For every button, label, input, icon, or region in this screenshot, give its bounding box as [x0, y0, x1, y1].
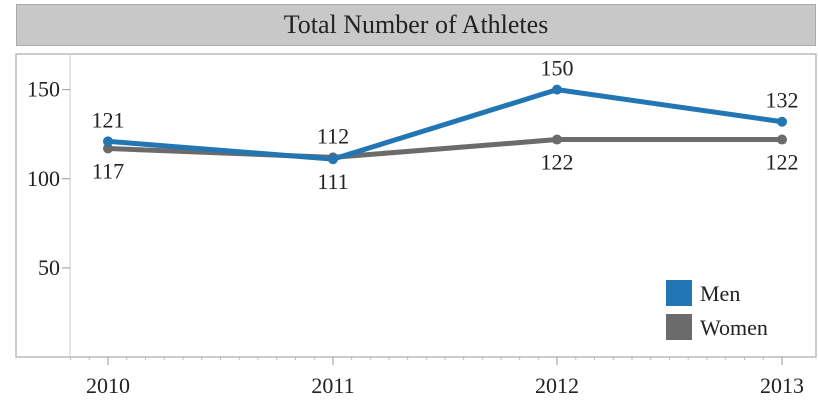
data-point-men: [552, 84, 562, 95]
data-point-men: [103, 136, 113, 147]
y-tick-label: 50: [38, 255, 60, 280]
x-tick-label: 2013: [760, 373, 804, 398]
data-point-men: [328, 154, 338, 165]
data-label-men: 132: [766, 88, 799, 113]
data-label-men: 150: [541, 56, 574, 81]
y-axis: 50 100 150: [27, 77, 70, 280]
data-label-men: 111: [317, 169, 348, 194]
series-line-men: [105, 87, 785, 162]
data-label-men: 121: [92, 107, 125, 132]
plot-frame: [15, 53, 817, 358]
data-label-women: 122: [541, 150, 574, 175]
data-label-women: 117: [92, 158, 124, 183]
series-lines: [105, 87, 785, 162]
data-labels: 121 111 150 132 117 112 122 122: [92, 56, 799, 195]
data-point-women: [103, 143, 113, 154]
data-point-women: [552, 134, 562, 145]
x-tick-label: 2011: [311, 373, 354, 398]
legend-swatch-men: [666, 280, 692, 306]
data-label-women: 122: [766, 150, 799, 175]
legend-label-women: Women: [700, 315, 768, 340]
chart-title: Total Number of Athletes: [16, 4, 816, 46]
legend-swatch-women: [666, 314, 692, 340]
series-points: [103, 84, 787, 165]
x-tick-label: 2010: [86, 373, 130, 398]
series-line-women: [105, 137, 785, 160]
y-tick-label: 100: [27, 166, 60, 191]
legend-label-men: Men: [700, 281, 740, 306]
data-point-women: [777, 134, 787, 145]
x-axis: 2010 2011 2012 2013: [70, 357, 804, 398]
data-label-women: 112: [317, 123, 349, 148]
x-tick-label: 2012: [535, 373, 579, 398]
plot-border: [15, 53, 817, 358]
data-point-men: [777, 116, 787, 127]
legend: Men Women: [666, 280, 768, 340]
y-tick-label: 150: [27, 77, 60, 102]
